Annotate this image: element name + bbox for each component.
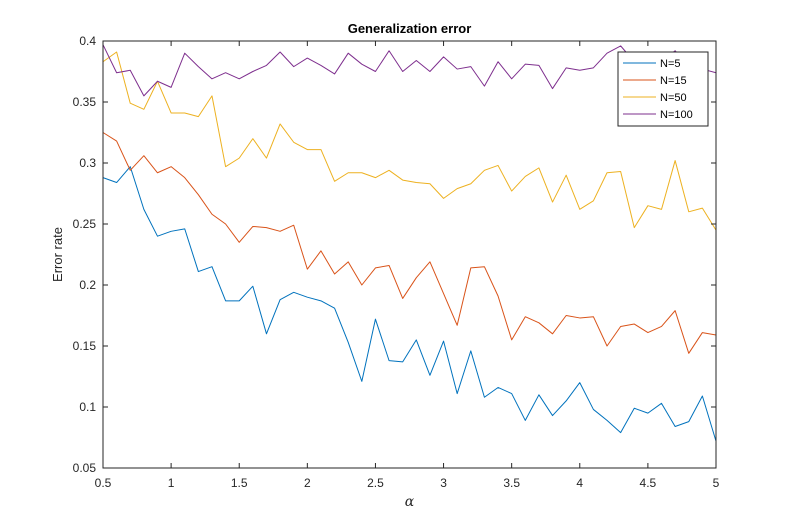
x-tick-label: 5 — [713, 476, 720, 490]
x-tick-label: 0.5 — [95, 476, 112, 490]
legend-label: N=15 — [660, 75, 687, 87]
x-axis-label: α — [405, 494, 415, 510]
y-tick-label: 0.3 — [79, 156, 96, 170]
legend-label: N=100 — [660, 109, 693, 121]
plot-area — [103, 41, 716, 468]
y-axis-label: Error rate — [50, 227, 65, 282]
y-tick-label: 0.25 — [73, 217, 97, 231]
x-tick-label: 1 — [168, 476, 175, 490]
y-tick-label: 0.15 — [73, 339, 97, 353]
series-lines — [102, 44, 717, 442]
x-tick-label: 4 — [576, 476, 583, 490]
x-tick-label: 2 — [304, 476, 311, 490]
y-tick-label: 0.1 — [79, 400, 96, 414]
series-line-3 — [102, 51, 717, 231]
x-tick-label: 1.5 — [231, 476, 248, 490]
axis-ticks: 0.5 1 1.5 2 2.5 3 3.5 4 4.5 5 0.05 0.1 0.15 0.2 0.25 0.… — [73, 34, 720, 490]
chart-title: Generalization error — [348, 21, 472, 36]
legend: N=5 N=15 N=50 N=100 — [617, 51, 709, 127]
series-line-2 — [102, 132, 717, 354]
x-tick-label: 4.5 — [640, 476, 657, 490]
x-tick-label: 3.5 — [503, 476, 520, 490]
series-line-1 — [102, 166, 717, 442]
plot-frame — [102, 40, 717, 469]
y-tick-label: 0.35 — [73, 95, 97, 109]
x-tick-label: 3 — [440, 476, 447, 490]
legend-label: N=50 — [660, 92, 687, 104]
y-tick-label: 0.2 — [79, 278, 96, 292]
y-tick-label: 0.05 — [73, 461, 97, 475]
series-line-4 — [102, 44, 717, 97]
x-tick-label: 2.5 — [367, 476, 384, 490]
legend-label: N=5 — [660, 58, 681, 70]
y-tick-label: 0.4 — [79, 34, 96, 48]
